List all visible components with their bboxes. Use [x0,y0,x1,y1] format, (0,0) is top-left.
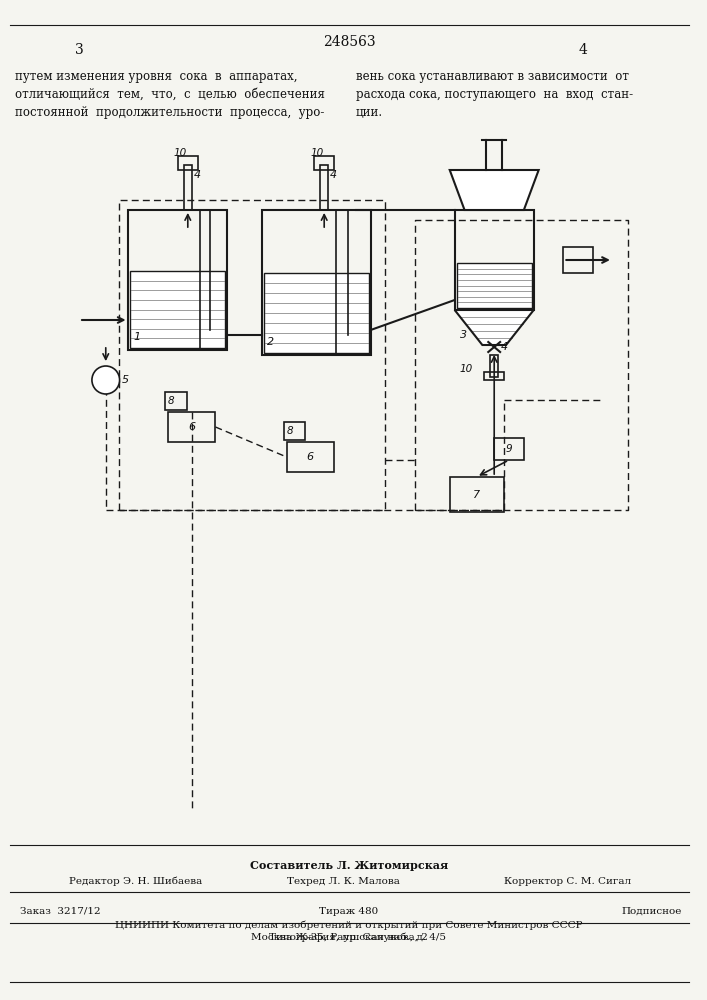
Circle shape [92,366,119,394]
Bar [450,477,504,512]
Text: 4: 4 [501,342,508,352]
Text: Москва Ж-35, Раушская наб., д. 4/5: Москва Ж-35, Раушская наб., д. 4/5 [252,933,446,942]
Polygon shape [450,170,539,210]
Bar [129,210,228,350]
Text: Техред Л. К. Малова: Техред Л. К. Малова [286,877,399,886]
Text: 2: 2 [267,337,274,347]
Bar [184,165,192,210]
Text: 7: 7 [473,490,480,500]
Text: 6: 6 [188,422,195,432]
Text: 6: 6 [307,452,314,462]
Text: 5: 5 [122,375,129,385]
Bar [315,156,334,170]
Text: Подписное: Подписное [621,907,682,916]
Bar [494,438,524,460]
Bar [131,271,226,348]
Text: 8: 8 [168,396,175,406]
Text: 248563: 248563 [322,35,375,49]
Bar [178,156,198,170]
Text: Редактор Э. Н. Шибаева: Редактор Э. Н. Шибаева [69,877,202,886]
Bar [284,422,305,440]
Text: 10: 10 [460,364,472,374]
Text: Заказ  3217/12: Заказ 3217/12 [20,907,100,916]
Bar [484,372,504,380]
Text: 9: 9 [506,444,513,454]
Text: Корректор С. М. Сигал: Корректор С. М. Сигал [504,877,631,886]
Bar [286,442,334,472]
Text: 10: 10 [174,148,187,158]
Bar [264,273,368,353]
Text: Типография, пр. Сапунова, 2: Типография, пр. Сапунова, 2 [269,933,428,942]
Bar [165,392,187,410]
Text: 10: 10 [310,148,324,158]
Text: 3: 3 [460,330,467,340]
Text: 4: 4 [330,170,337,180]
Text: Тираж 480: Тираж 480 [320,907,378,916]
Text: 1: 1 [134,332,141,342]
Text: 4: 4 [194,170,201,180]
Polygon shape [455,310,534,345]
Bar [490,355,498,377]
Bar [320,165,328,210]
Bar [168,412,216,442]
Text: 8: 8 [286,426,293,436]
Text: 3: 3 [75,43,83,57]
Bar [563,247,593,273]
Bar [262,210,370,355]
Text: 4: 4 [579,43,588,57]
Bar [455,210,534,310]
Text: вень сока устанавливают в зависимости  от
расхода сока, поступающего  на  вход  : вень сока устанавливают в зависимости от… [356,70,633,119]
Text: ЦНИИПИ Комитета по делам изобретений и открытий при Совете Министров СССР: ЦНИИПИ Комитета по делам изобретений и о… [115,921,583,930]
Text: Составитель Л. Житомирская: Составитель Л. Житомирская [250,860,448,871]
Text: путем изменения уровня  сока  в  аппаратах,
отличающийся  тем,  что,  с  целью  : путем изменения уровня сока в аппаратах,… [15,70,325,119]
Bar [457,263,532,308]
